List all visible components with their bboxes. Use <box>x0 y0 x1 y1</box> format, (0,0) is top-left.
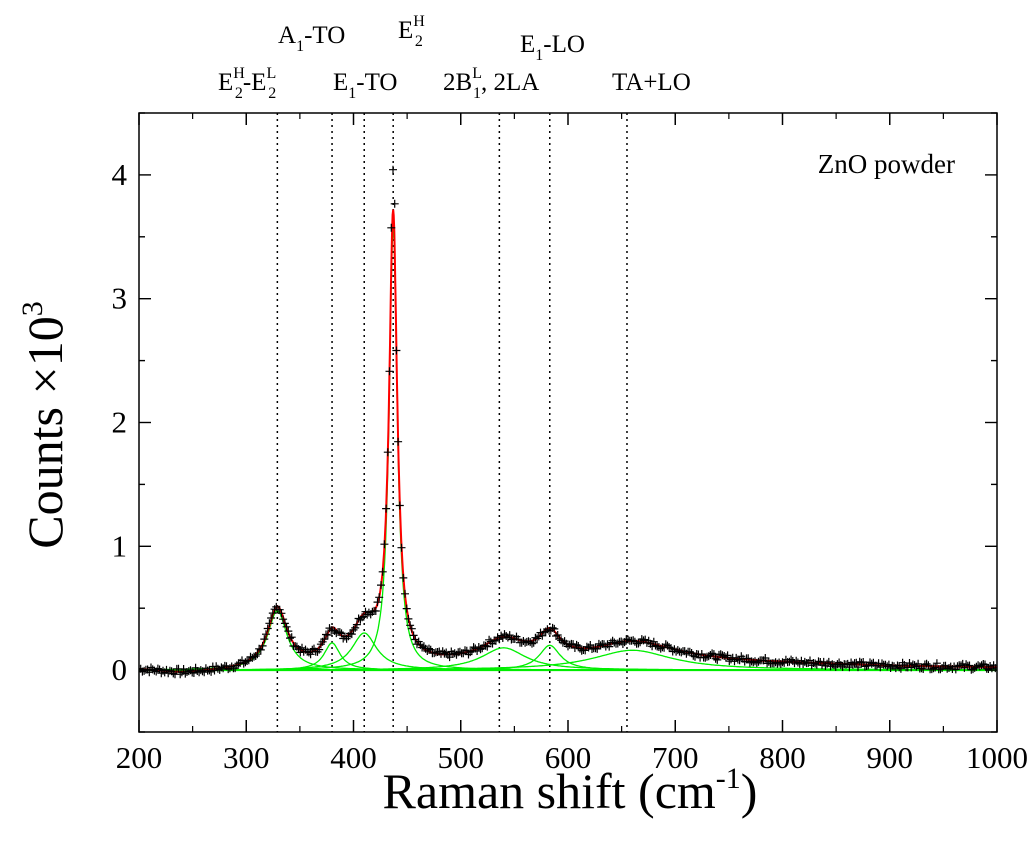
x-tick-label: 500 <box>438 740 485 775</box>
y-axis-title: Counts ×103 <box>16 301 73 548</box>
x-tick-label: 900 <box>867 740 914 775</box>
lorentz-component <box>139 649 997 671</box>
fit-curve <box>139 209 997 673</box>
spectrum-curves <box>139 165 997 679</box>
peak-label-e1-to: E1-TO <box>333 69 397 102</box>
y-tick-label: 0 <box>112 652 128 687</box>
x-tick-label: 1000 <box>966 740 1028 775</box>
x-tick-label: 400 <box>330 740 377 775</box>
x-tick-label: 600 <box>545 740 592 775</box>
y-tick-label: 2 <box>112 405 128 440</box>
peak-label-e2h-e2l: EH 2-EL 2 <box>218 65 276 102</box>
lorentz-components <box>139 224 997 672</box>
peak-label-e2h: EH 2 <box>398 13 425 50</box>
x-axis-title-end: ) <box>741 763 758 819</box>
lorentz-component <box>139 224 997 671</box>
peak-label-a1-to: A1-TO <box>278 22 345 55</box>
x-tick-label: 700 <box>652 740 699 775</box>
peak-label-e1-lo: E1-LO <box>520 31 585 64</box>
y-tick-label: 4 <box>112 157 128 192</box>
sample-annotation: ZnO powder <box>818 149 955 179</box>
x-tick-label: 300 <box>223 740 270 775</box>
x-tick-label: 800 <box>759 740 806 775</box>
data-points <box>139 165 997 679</box>
peak-label-2b1l-2la: 2BL 1, 2LA <box>443 65 539 102</box>
y-tick-label: 3 <box>112 281 128 316</box>
y-tick-label: 1 <box>112 528 128 563</box>
peak-marker-lines <box>276 113 628 732</box>
peak-label-ta-lo: TA+LO <box>612 69 691 96</box>
axis-ticks <box>138 112 998 733</box>
x-axis-title: Raman shift (cm-1) <box>383 762 758 819</box>
x-tick-label: 200 <box>116 740 163 775</box>
y-tick-labels: 0 1 2 3 4 <box>112 157 128 687</box>
x-tick-labels: 200 300 400 500 600 700 800 900 1000 <box>116 740 1028 775</box>
y-axis-title-sup: 3 <box>16 301 49 316</box>
x-axis-title-sup: -1 <box>716 762 741 795</box>
